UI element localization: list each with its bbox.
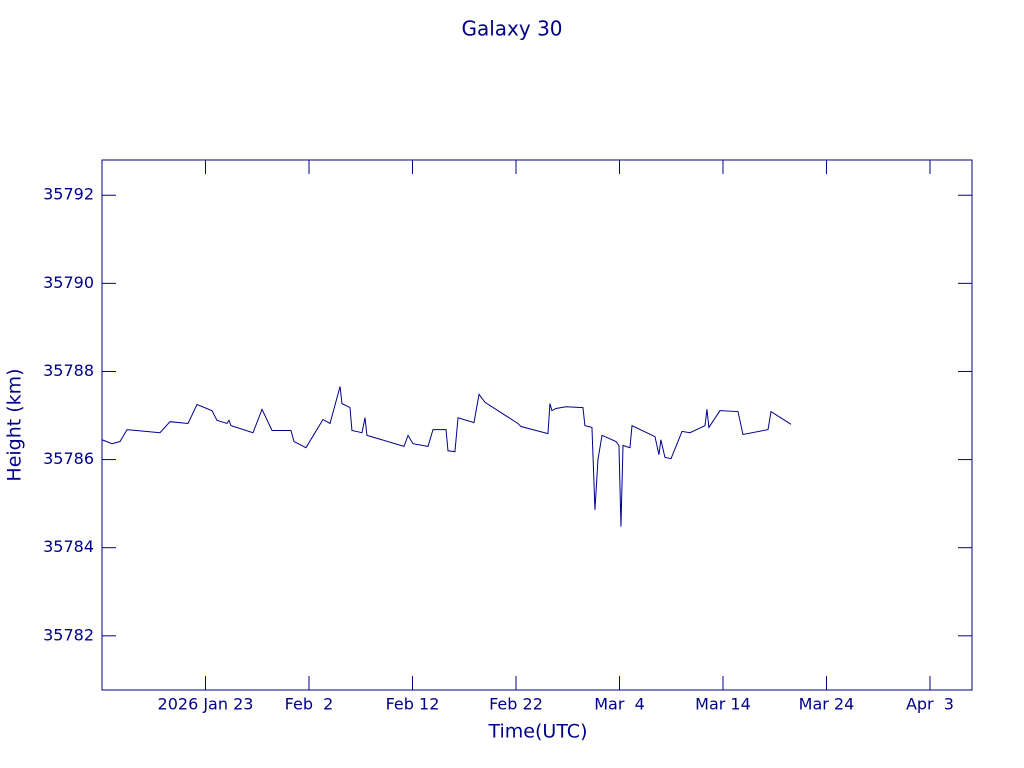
plot-frame bbox=[101, 159, 973, 691]
y-tick-label: 35784 bbox=[43, 537, 94, 556]
x-tick-label: Feb 22 bbox=[489, 695, 543, 714]
x-tick-label: Mar 24 bbox=[799, 695, 855, 714]
x-tick-label: Mar 4 bbox=[594, 695, 645, 714]
y-tick-label: 35786 bbox=[43, 449, 94, 468]
data-line bbox=[101, 386, 792, 527]
chart-title: Galaxy 30 bbox=[461, 17, 562, 41]
x-tick-label: Feb 2 bbox=[285, 695, 334, 714]
y-axis-label: Height (km) bbox=[4, 368, 26, 481]
y-tick-label: 35782 bbox=[43, 625, 94, 644]
y-tick-label: 35790 bbox=[43, 273, 94, 292]
y-tick-label: 35788 bbox=[43, 361, 94, 380]
x-tick-label: Feb 12 bbox=[386, 695, 440, 714]
x-tick-label: 2026 Jan 23 bbox=[158, 695, 254, 714]
y-tick-label: 35792 bbox=[43, 185, 94, 204]
x-tick-label: Mar 14 bbox=[695, 695, 751, 714]
x-tick-label: Apr 3 bbox=[906, 695, 954, 714]
x-axis-label: Time(UTC) bbox=[488, 721, 588, 743]
